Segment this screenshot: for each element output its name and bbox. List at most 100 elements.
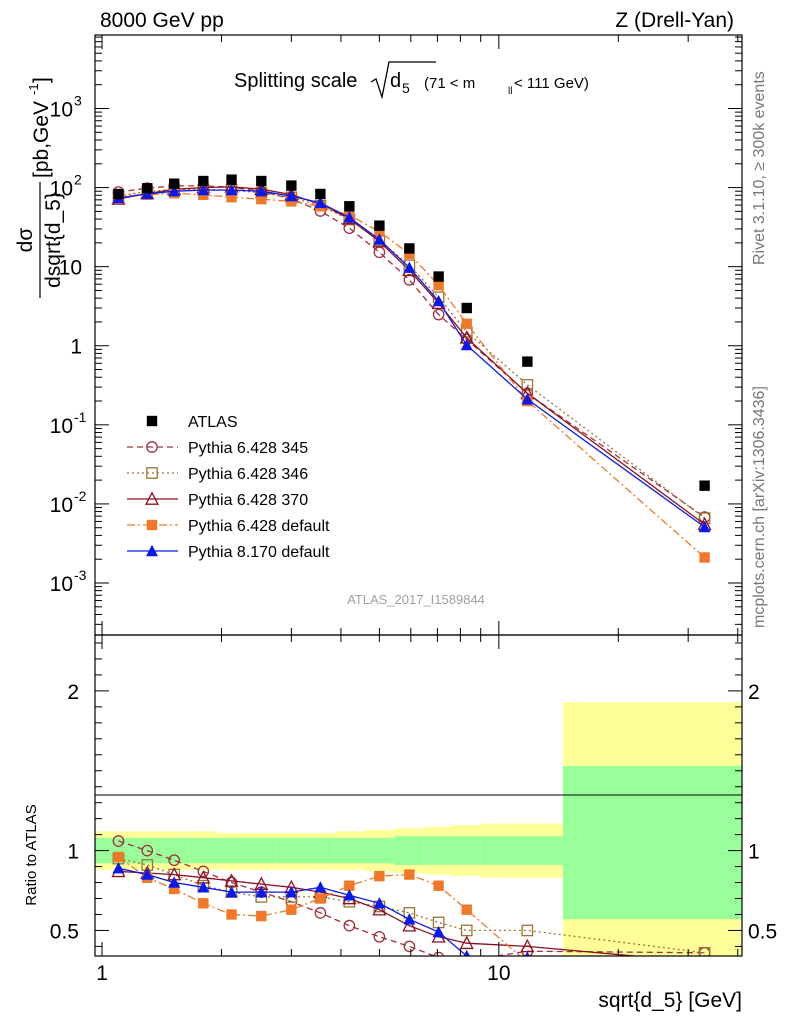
data-point bbox=[433, 271, 444, 282]
band-inner bbox=[305, 837, 335, 864]
ratio-point bbox=[524, 951, 530, 956]
y-tick-base: 10 bbox=[50, 178, 73, 201]
ratio-point bbox=[432, 951, 445, 956]
ratio-point bbox=[112, 861, 125, 874]
data-point bbox=[256, 175, 267, 187]
ratio-point bbox=[703, 954, 706, 956]
data-point bbox=[113, 188, 124, 200]
ratio-point bbox=[286, 904, 297, 915]
series-atlas bbox=[113, 174, 710, 491]
band-inner bbox=[480, 836, 510, 865]
data-point bbox=[286, 180, 297, 191]
title-sqrt-sub: 5 bbox=[402, 80, 410, 96]
ratio-point bbox=[463, 954, 471, 956]
ratio-tick-label-right: 2 bbox=[748, 681, 760, 704]
ratio-point bbox=[112, 835, 125, 847]
ratio-point bbox=[373, 897, 386, 909]
ratio-point bbox=[255, 885, 268, 898]
data-point bbox=[373, 246, 386, 259]
ratio-axis-ticks: 1 10 0.5 0.5 1 1 2 2 bbox=[50, 635, 777, 985]
ratio-point bbox=[198, 898, 209, 909]
ratio-point bbox=[432, 925, 445, 938]
data-point bbox=[699, 552, 710, 563]
data-point bbox=[374, 220, 385, 231]
ratio-tick-label: 1 bbox=[67, 841, 79, 864]
y-tick-label: 10 bbox=[59, 257, 82, 280]
chart-title: Splitting scale d 5 (71 < m ll < 111 GeV… bbox=[234, 61, 589, 100]
ratio-uncertainty-band bbox=[95, 702, 742, 956]
ylabel-numerator: dσ bbox=[14, 228, 37, 253]
data-point bbox=[256, 193, 267, 205]
y-axis-label: dσ dsqrt{d_5} [pb,GeV -1 ] bbox=[14, 77, 65, 298]
title-main: Splitting scale bbox=[234, 70, 357, 92]
y-tick-label: 10 -3 bbox=[50, 567, 87, 596]
main-series bbox=[111, 174, 712, 563]
legend-label: Pythia 6.428 346 bbox=[188, 466, 308, 483]
title-cut-sub: ll bbox=[508, 86, 512, 97]
ratio-tick-label-right: 1 bbox=[748, 841, 760, 864]
title-cut-end: < 111 GeV) bbox=[514, 75, 589, 92]
title-cut: (71 < m bbox=[424, 75, 475, 92]
y-tick-exponent: -3 bbox=[74, 567, 87, 583]
legend-marker bbox=[146, 544, 158, 557]
data-point bbox=[226, 174, 237, 185]
band-inner bbox=[509, 836, 563, 865]
series-line bbox=[118, 192, 706, 558]
ylabel-denominator: dsqrt{d_5} bbox=[42, 192, 65, 288]
data-point bbox=[373, 233, 386, 245]
data-point bbox=[433, 279, 444, 291]
y-tick-label: 10 2 bbox=[50, 172, 82, 201]
data-point bbox=[461, 302, 472, 314]
band-inner bbox=[160, 837, 189, 864]
ratio-point bbox=[168, 883, 180, 895]
series-pythia-8-170-default bbox=[112, 183, 711, 533]
data-point bbox=[403, 274, 416, 286]
ratio-point bbox=[373, 930, 386, 943]
band-inner bbox=[188, 837, 218, 864]
data-point bbox=[168, 178, 180, 189]
data-point bbox=[141, 187, 154, 200]
data-point bbox=[142, 183, 153, 194]
legend-marker bbox=[146, 415, 158, 427]
ratio-line bbox=[118, 840, 705, 956]
ratio-point bbox=[402, 918, 417, 932]
legend-marker bbox=[146, 467, 158, 479]
band-inner bbox=[451, 836, 481, 865]
ratio-point bbox=[433, 880, 444, 891]
x-tick-label: 10 bbox=[487, 962, 510, 985]
data-point bbox=[461, 318, 472, 329]
legend-label: Pythia 6.428 370 bbox=[188, 492, 308, 509]
ratio-point bbox=[372, 902, 387, 916]
ratio-series-pythia-6-428-345 bbox=[112, 835, 711, 956]
ylabel-units-exp: -1 bbox=[26, 83, 41, 95]
ylabel-units-end: ] bbox=[30, 77, 53, 83]
ratio-point bbox=[463, 949, 470, 956]
y-tick-base: 10 bbox=[50, 573, 73, 596]
ratio-point bbox=[256, 910, 267, 922]
data-point bbox=[168, 185, 181, 197]
header-left: 8000 GeV pp bbox=[100, 9, 224, 32]
ratio-point bbox=[314, 881, 327, 893]
ratio-point bbox=[168, 876, 181, 888]
data-point bbox=[432, 308, 445, 321]
data-point bbox=[198, 175, 209, 187]
ratio-point bbox=[225, 885, 238, 898]
legend-entry: Pythia 6.428 345 bbox=[127, 440, 308, 457]
ratio-point bbox=[403, 940, 416, 953]
data-point bbox=[314, 196, 327, 209]
data-point bbox=[698, 520, 711, 533]
band-inner bbox=[334, 837, 366, 864]
ratio-point bbox=[403, 913, 416, 925]
ratio-point bbox=[698, 946, 711, 956]
data-point bbox=[404, 243, 415, 254]
data-point bbox=[403, 261, 416, 273]
ratio-point bbox=[113, 851, 124, 863]
legend-label: Pythia 6.428 default bbox=[188, 518, 330, 535]
legend-label: ATLAS bbox=[188, 414, 238, 431]
data-point bbox=[285, 189, 298, 202]
rivet-label: Rivet 3.1.10, ≥ 300k events bbox=[751, 71, 768, 265]
ratio-point bbox=[141, 844, 154, 857]
y-tick-base: 1 bbox=[70, 336, 82, 359]
band-inner bbox=[394, 836, 424, 865]
